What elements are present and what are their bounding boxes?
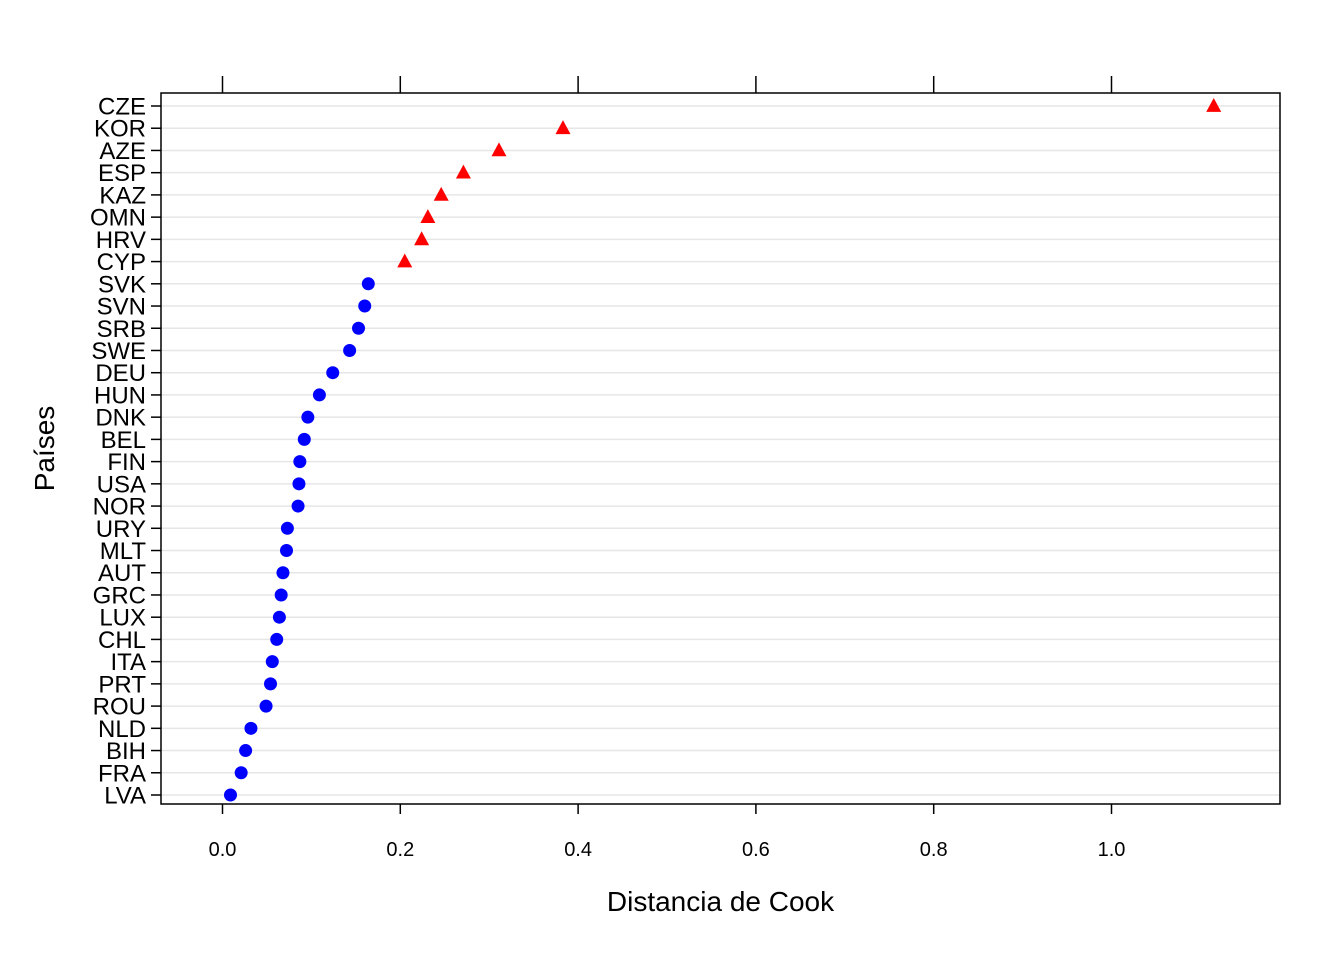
y-category-label: BIH [106,738,146,765]
y-category-label: GRC [93,582,146,609]
point-omn [420,209,436,223]
y-category-label: DNK [95,405,146,432]
y-category-label: ITA [110,649,146,676]
y-category-label: HRV [96,227,146,254]
y-axis-title: Países [29,406,60,492]
point-svn [358,299,372,313]
y-category-label: SVK [98,271,146,298]
y-category-label: SVN [97,294,146,321]
data-points [224,97,1222,802]
y-axis-category-labels: CZEKORAZEESPKAZOMNHRVCYPSVKSVNSRBSWEDEUH… [90,94,161,810]
point-prt [264,677,278,691]
y-category-label: MLT [100,538,147,565]
x-tick-label: 0.8 [920,839,948,861]
point-cyp [397,253,413,268]
point-aze [491,142,507,157]
y-category-label: NLD [98,716,146,743]
y-category-label: ESP [98,160,146,187]
x-tick-label: 0.0 [209,839,237,861]
point-svk [361,277,375,291]
point-swe [343,343,357,357]
y-category-label: SWE [91,338,146,365]
point-dnk [301,410,315,424]
point-lux [272,610,286,624]
point-aut [276,566,290,580]
y-category-label: KAZ [99,182,146,209]
y-category-label: SRB [97,316,146,343]
y-category-label: HUN [94,382,146,409]
point-kor [555,120,571,135]
point-fin [293,455,307,469]
point-chl [270,632,284,646]
point-mlt [280,544,294,558]
point-srb [352,321,366,335]
point-deu [326,366,340,380]
y-category-label: FIN [107,449,146,476]
y-category-label: OMN [90,205,146,232]
y-category-label: ROU [93,694,146,721]
point-grc [274,588,288,602]
x-tick-label: 1.0 [1098,839,1126,861]
point-cze [1206,97,1222,112]
point-esp [455,164,471,179]
grid-lines [161,105,1280,796]
y-category-label: CHL [98,627,146,654]
point-rou [259,699,273,713]
y-category-label: CZE [98,94,146,121]
point-lva [224,788,238,802]
x-tick-label: 0.2 [386,839,414,861]
point-kaz [433,186,449,201]
point-fra [234,766,248,780]
point-nld [244,721,258,735]
y-category-label: NOR [93,494,146,521]
x-tick-label: 0.6 [742,839,770,861]
y-category-label: USA [97,471,146,498]
y-category-label: CYP [97,249,146,276]
x-axis-ticks: 0.0 0.2 0.4 0.6 0.8 1.0 [209,76,1126,861]
y-category-label: FRA [98,760,146,787]
point-bih [239,744,253,758]
y-category-label: KOR [94,116,146,143]
y-category-label: PRT [98,671,146,698]
x-tick-label: 0.4 [564,839,592,861]
point-hrv [414,231,430,246]
y-category-label: LUX [99,605,146,632]
y-category-label: DEU [95,360,146,387]
y-category-label: AUT [98,560,146,587]
point-ita [265,655,279,669]
point-usa [292,477,306,491]
point-hun [312,388,326,402]
y-category-label: BEL [101,427,146,454]
y-category-label: LVA [104,783,146,810]
point-nor [291,499,305,513]
point-bel [297,432,311,446]
y-category-label: AZE [99,138,146,165]
point-ury [280,521,294,535]
y-category-label: URY [96,516,146,543]
x-axis-title: Distancia de Cook [607,886,835,917]
plot-frame [160,92,1281,805]
